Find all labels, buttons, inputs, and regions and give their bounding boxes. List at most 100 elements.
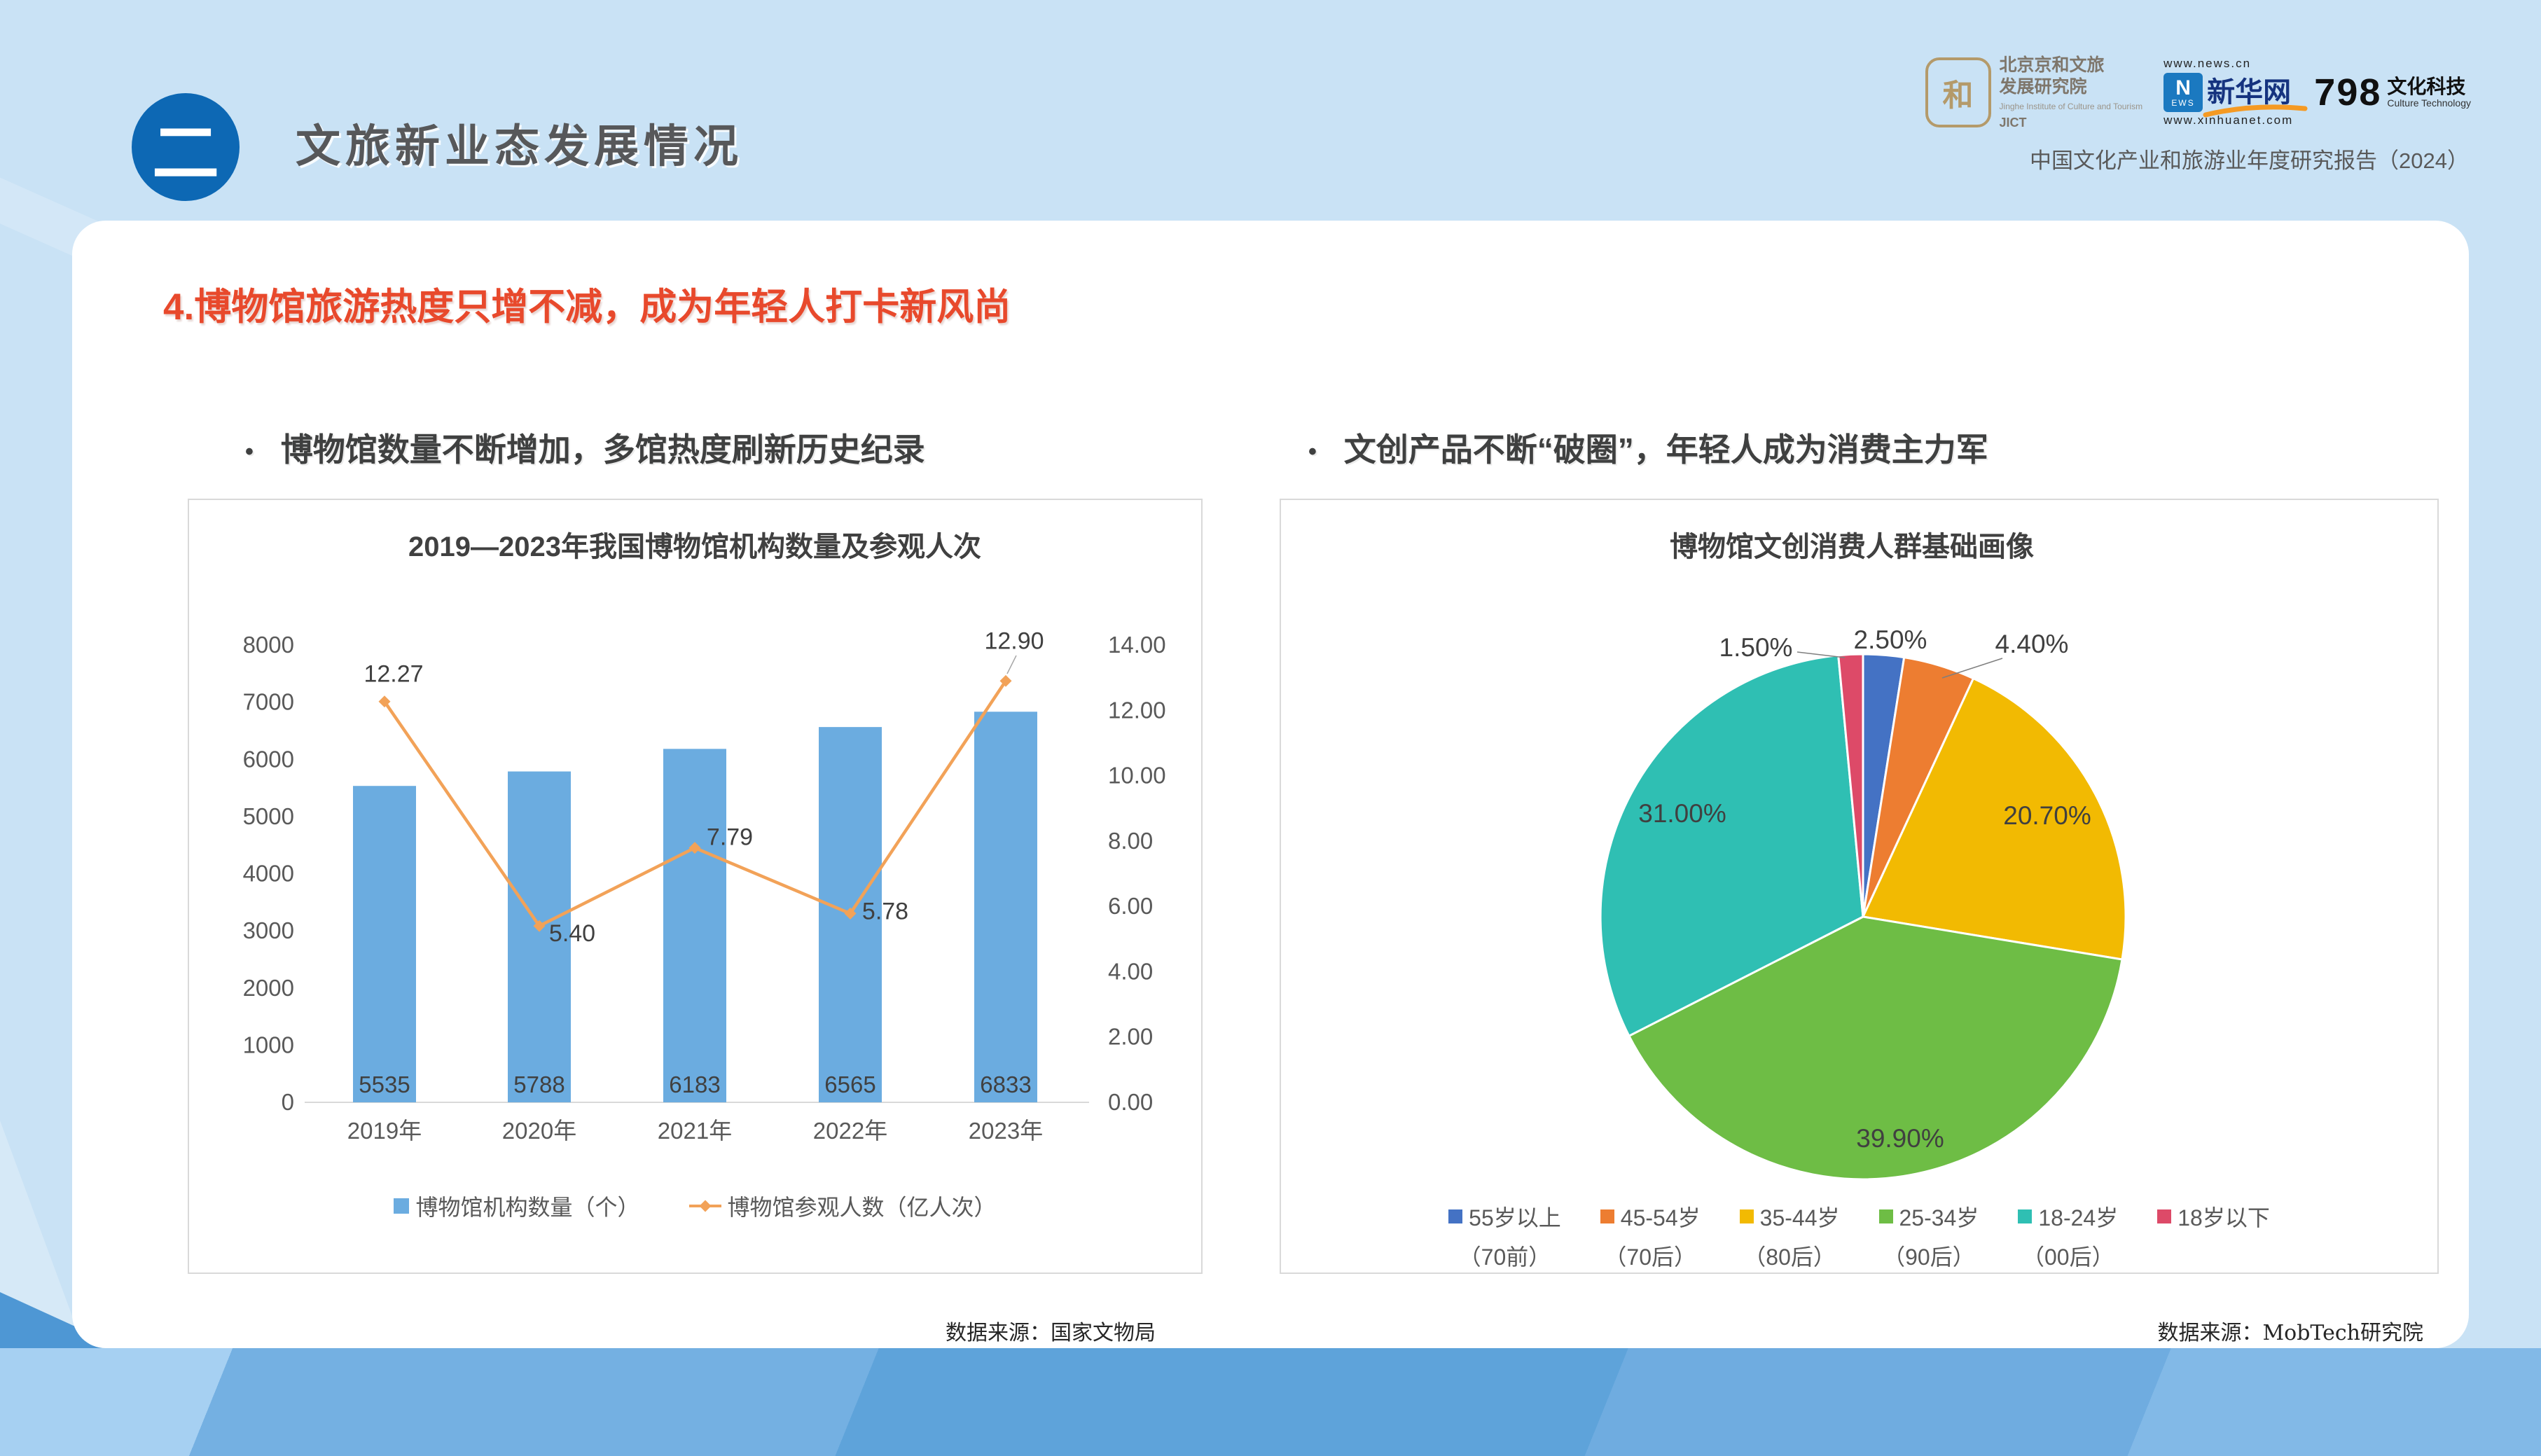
line-value-label: 7.79 [707,824,753,851]
legend-sublabel: （90后） [1883,1244,1975,1270]
pie-chart-panel: 博物馆文创消费人群基础画像 2.50% 4.40% 20.70% 39.90% 31.00… [1280,499,2439,1274]
source-left: 数据来源：国家文物局 [946,1321,1156,1345]
bar-value-label: 6183 [669,1072,720,1097]
xinhuanet-logo: www.news.cn N EWS 新华网 www.xinhuanet.com [2163,57,2308,127]
legend-item: 18岁以下 [2157,1200,2270,1272]
xinhuanet-top-url: www.news.cn [2163,57,2252,71]
jict-name-line1: 北京京和文旅 [1999,55,2105,75]
x-axis-label: 2022年 [813,1118,887,1144]
left-axis-tick: 5000 [243,803,294,829]
left-axis-tick: 1000 [243,1032,294,1058]
xinhuanet-n-icon: N EWS [2163,73,2203,112]
xinhuanet-swoosh-icon [2203,104,2308,118]
legend-item: 35-44岁 （80后） [1739,1200,1840,1272]
jict-name-line2: 发展研究院 [1999,77,2087,97]
page-title: 文旅新业态发展情况 [296,121,743,172]
legend-label: 45-54岁 [1620,1205,1701,1230]
right-axis-tick: 10.00 [1108,763,1166,789]
combo-chart-title: 2019—2023年我国博物馆机构数量及参观人次 [408,532,981,562]
line-value-label: 5.40 [549,920,595,947]
pie-chart-svg: 博物馆文创消费人群基础画像 2.50% 4.40% 20.70% 39.90% 31.00… [1599,532,2127,1181]
right-axis-tick: 8.00 [1108,828,1153,854]
left-axis-tick: 2000 [243,975,294,1001]
jict-abbr: JICT [1999,115,2027,130]
x-axis-label: 2019年 [347,1118,422,1144]
p798-logo: 798 文化科技 Culture Technology [2314,71,2471,114]
p798-subtitle: Culture Technology [2387,97,2471,109]
logo-row: 和 北京京和文旅 发展研究院 Jinghe Institute of Cultu… [1925,55,2471,130]
pie-slice-18-24岁 [1599,654,1864,1037]
legend-label: 25-34岁 [1899,1205,1979,1230]
legend-label: 博物馆参观人数（亿人次） [727,1195,997,1220]
bullet-left: • 博物馆数量不断增加，多馆热度刷新历史纪录 [245,424,925,471]
bullet-right-dot: • [1308,438,1317,466]
source-right: 数据来源：MobTech研究院 [2157,1321,2423,1345]
legend-label: 18岁以下 [2177,1205,2270,1230]
bar-2019年 [353,786,416,1102]
legend-bar-swatch [394,1198,410,1214]
legend-item: 博物馆机构数量（个） [394,1190,640,1222]
footer-band [0,1348,2541,1456]
pie-legend: 55岁以上 （70前） 45-54岁 （70后） 35-44岁 （80后） 25-34岁 （9… [1281,1200,2437,1272]
right-axis-tick: 2.00 [1108,1024,1153,1050]
line-marker [688,842,701,854]
xinhuanet-name: 新华网 [2207,77,2292,108]
right-axis-tick: 14.00 [1108,632,1166,658]
bar-value-label: 5535 [359,1072,410,1097]
legend-item: 18-24岁 （00后） [2018,1200,2118,1272]
bar-2023年 [974,712,1037,1102]
legend-item-row: 35-44岁 [1739,1200,1840,1233]
legend-sublabel: （70前） [1458,1244,1551,1270]
x-axis-label: 2023年 [969,1118,1043,1144]
bar-2020年 [508,771,571,1102]
legend-line-swatch [688,1200,721,1212]
legend-swatch [1448,1209,1463,1223]
legend-item-row: 45-54岁 [1600,1200,1701,1233]
legend-sublabel: （80后） [1743,1244,1836,1270]
line-marker [378,695,391,708]
pie-value-label: 39.90% [1856,1124,1944,1153]
jict-text: 北京京和文旅 发展研究院 Jinghe Institute of Culture… [2000,55,2143,130]
pie-chart-title: 博物馆文创消费人群基础画像 [1670,532,2034,562]
legend-swatch [1600,1209,1614,1223]
legend-item-row: 18-24岁 [2018,1200,2118,1233]
xinhuanet-mark: N EWS 新华网 [2163,73,2308,118]
xinhuanet-ews: EWS [2171,98,2195,108]
legend-item: 博物馆参观人数（亿人次） [688,1190,997,1222]
section-number: 二 [152,116,219,191]
report-line: 中国文化产业和旅游业年度研究报告（2024） [2030,148,2469,173]
jict-subtitle: Jinghe Institute of Culture and Tourism [1999,101,2143,111]
x-axis-label: 2021年 [658,1118,732,1144]
legend-label: 55岁以上 [1469,1205,1561,1230]
combo-legend: 博物馆机构数量（个） 博物馆参观人数（亿人次） [189,1190,1201,1222]
legend-item-row: 25-34岁 [1878,1200,1979,1233]
line-value-label: 12.90 [984,628,1044,654]
bullet-left-text: 博物馆数量不断增加，多馆热度刷新历史纪录 [280,431,925,468]
jict-logo: 和 北京京和文旅 发展研究院 Jinghe Institute of Cultu… [1925,55,2143,130]
legend-item: 25-34岁 （90后） [1878,1200,1979,1272]
bullet-left-dot: • [245,438,254,466]
legend-item: 55岁以上 （70前） [1448,1200,1561,1272]
pie-value-label: 4.40% [1995,630,2069,658]
combo-chart-panel: 2019—2023年我国博物馆机构数量及参观人次 8000 7000 6000 5000… [188,499,1203,1274]
p798-name: 文化科技 [2387,75,2466,97]
legend-label: 35-44岁 [1759,1205,1840,1230]
section-number-badge: 二 [132,93,240,201]
pie-value-label: 31.00% [1638,799,1726,828]
pie-leader-line [1796,651,1846,658]
pie-leader-line [1941,658,2003,679]
bar-value-label: 6833 [980,1072,1031,1097]
p798-text: 文化科技 Culture Technology [2387,76,2471,109]
legend-item: 45-54岁 （70后） [1600,1200,1701,1272]
line-value-label: 5.78 [862,898,908,924]
bar-2021年 [663,749,726,1102]
pie-slice-18岁以下 [1837,653,1864,918]
pie-value-label: 2.50% [1854,625,1927,654]
jict-seal-glyph: 和 [1942,78,1974,113]
left-axis-tick: 8000 [243,632,294,658]
section-heading: 4.博物馆旅游热度只增不减，成为年轻人打卡新风尚 [163,286,1011,328]
legend-line-marker [699,1200,711,1212]
x-axis-label: 2020年 [502,1118,576,1144]
pie-slice-25-34岁 [1628,915,2124,1181]
